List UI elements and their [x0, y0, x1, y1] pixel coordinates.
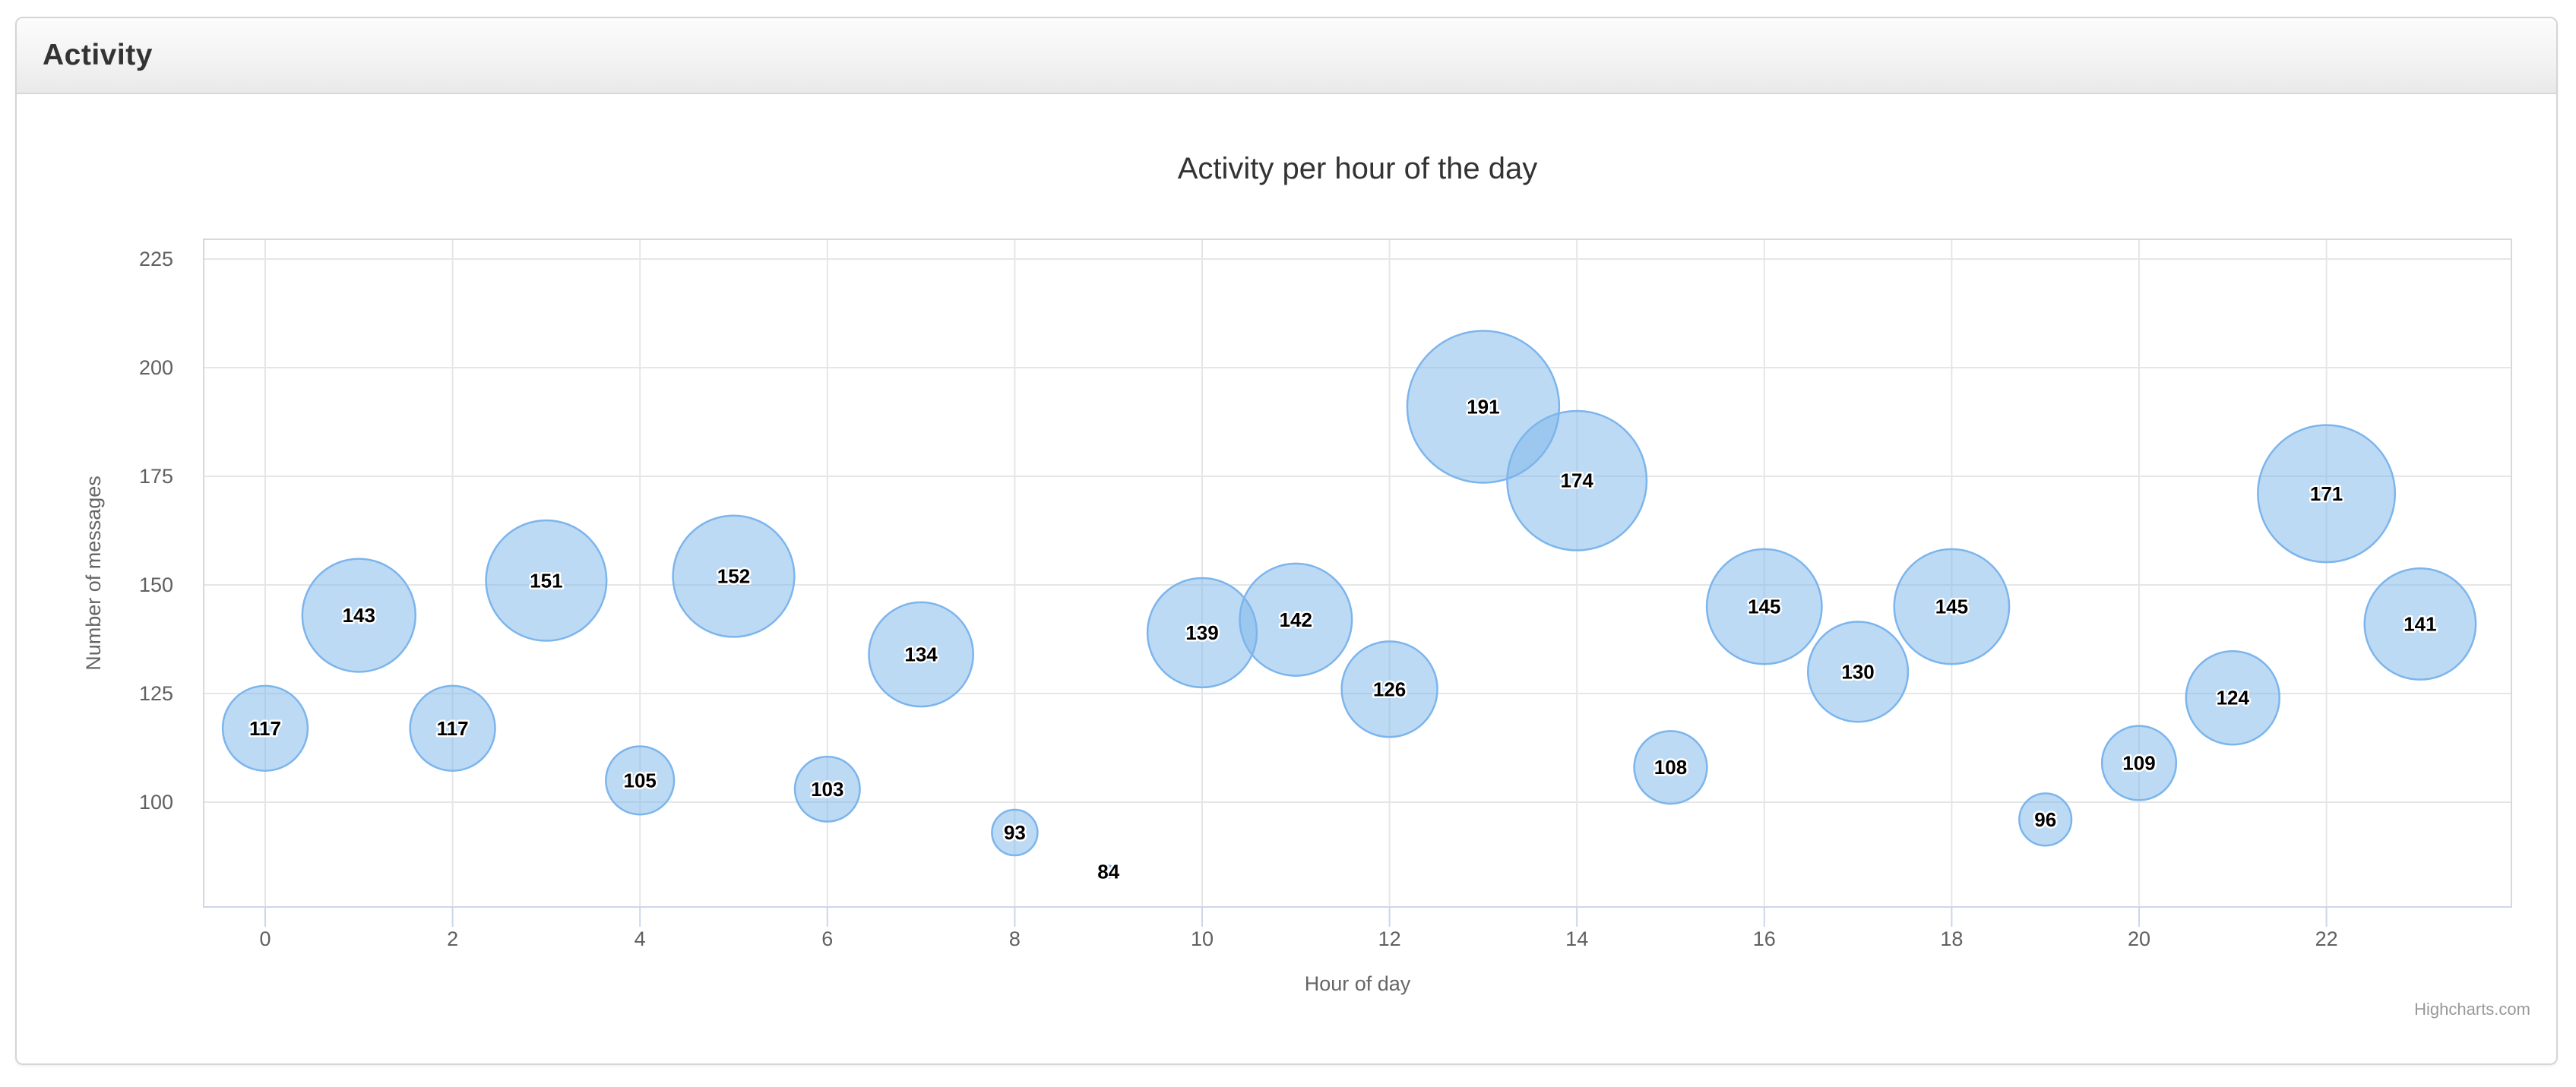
bubble-label-hour-19: 96 [2034, 808, 2056, 831]
bubble-hour-23[interactable] [2363, 567, 2477, 681]
x-axis-tick-label: 16 [1753, 927, 1776, 950]
bubble-hour-17[interactable] [1807, 621, 1910, 723]
bubble-hour-12[interactable] [1340, 640, 1438, 738]
bubble-label-hour-3: 151 [530, 569, 562, 592]
x-axis-tick-label: 6 [821, 927, 833, 950]
bubble-hour-5[interactable] [672, 514, 796, 638]
bubble-label-hour-23: 141 [2404, 612, 2436, 635]
bubble-label-hour-15: 108 [1654, 756, 1687, 779]
bubble-label-hour-16: 145 [1748, 596, 1780, 618]
activity-panel: Activity [15, 17, 2558, 1065]
y-axis-tick-label: 225 [139, 248, 173, 270]
y-axis-tick-label: 125 [139, 682, 173, 705]
bubble-hour-22[interactable] [2257, 424, 2397, 564]
bubble-label-hour-22: 171 [2310, 482, 2343, 505]
bubble-label-hour-9: 84 [1097, 861, 1119, 883]
x-axis-tick-label: 0 [259, 927, 271, 950]
highcharts-credits-link[interactable]: Highcharts.com [2414, 1000, 2530, 1019]
x-axis-tick-label: 8 [1009, 927, 1021, 950]
bubble-hour-14[interactable] [1506, 409, 1648, 551]
bubble-hour-9[interactable] [1101, 864, 1116, 879]
x-axis-tick-label: 12 [1378, 927, 1401, 950]
x-axis-tick-label: 14 [1565, 927, 1588, 950]
bubble-hour-2[interactable] [409, 684, 496, 772]
x-axis-tick-label: 4 [635, 927, 646, 950]
y-axis-tick-label: 175 [139, 465, 173, 488]
bubble-label-hour-10: 139 [1185, 621, 1218, 644]
bubble-label-hour-14: 174 [1561, 469, 1594, 492]
bubble-hour-0[interactable] [221, 684, 309, 772]
bubble-hour-4[interactable] [605, 745, 676, 816]
bubble-label-hour-17: 130 [1841, 660, 1874, 683]
bubble-label-hour-20: 109 [2122, 752, 2155, 775]
bubble-hour-8[interactable] [991, 808, 1039, 857]
x-axis-tick-label: 2 [447, 927, 458, 950]
x-axis-tick-label: 18 [1940, 927, 1963, 950]
bubble-label-hour-0: 117 [249, 717, 281, 740]
panel-title: Activity [43, 39, 153, 71]
bubble-hour-18[interactable] [1893, 548, 2011, 665]
bubble-hour-15[interactable] [1633, 730, 1708, 805]
bubble-hour-1[interactable] [301, 558, 416, 673]
x-axis-tick-label: 22 [2315, 927, 2338, 950]
bubble-hour-6[interactable] [793, 755, 861, 823]
bubble-hour-19[interactable] [2018, 792, 2073, 847]
bubble-hour-20[interactable] [2100, 725, 2178, 801]
bubble-label-hour-11: 142 [1280, 608, 1312, 631]
bubble-label-hour-18: 145 [1935, 596, 1968, 618]
y-axis-title: Number of messages [82, 476, 105, 671]
chart-title: Activity per hour of the day [1177, 152, 1538, 185]
bubble-label-hour-4: 105 [624, 769, 657, 792]
bubble-hour-16[interactable] [1705, 548, 1823, 665]
bubble-hour-3[interactable] [485, 519, 608, 642]
y-axis-tick-label: 200 [139, 356, 173, 379]
bubble-label-hour-6: 103 [811, 778, 843, 801]
bubble-label-hour-7: 134 [904, 643, 938, 666]
bubble-label-hour-5: 152 [717, 565, 750, 588]
x-axis-tick-label: 20 [2128, 927, 2150, 950]
bubble-label-hour-8: 93 [1004, 821, 1026, 844]
bubble-label-hour-1: 143 [343, 604, 375, 627]
bubble-hour-11[interactable] [1239, 562, 1353, 677]
y-axis-tick-label: 150 [139, 574, 173, 596]
x-axis-title: Hour of day [1305, 972, 1411, 995]
bubble-hour-7[interactable] [868, 601, 974, 708]
bubble-label-hour-2: 117 [437, 717, 469, 740]
panel-header: Activity [17, 18, 2556, 94]
bubble-label-hour-21: 124 [2217, 687, 2250, 709]
x-axis-tick-label: 10 [1191, 927, 1214, 950]
bubble-hour-21[interactable] [2185, 650, 2281, 746]
bubble-label-hour-13: 191 [1467, 395, 1499, 418]
bubble-label-hour-12: 126 [1373, 678, 1406, 700]
y-axis-tick-label: 100 [139, 791, 173, 814]
